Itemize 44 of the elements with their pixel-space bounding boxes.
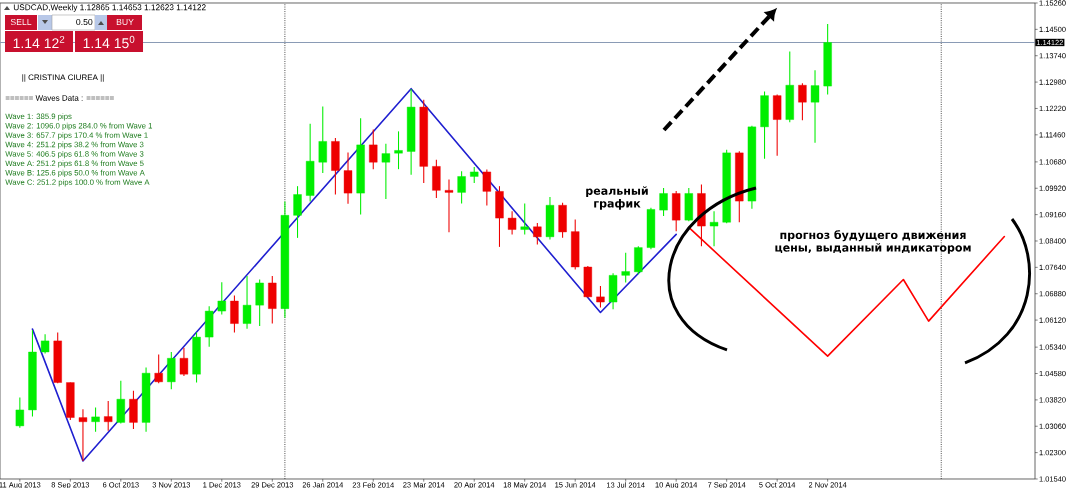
candlestick	[709, 210, 719, 247]
candlestick	[810, 69, 820, 144]
candlestick	[255, 278, 264, 327]
candlestick	[520, 202, 529, 235]
candlestick	[230, 294, 239, 334]
candlestick	[242, 275, 252, 330]
annotation: 0.50	[76, 18, 93, 26]
candlestick	[179, 347, 189, 377]
candlestick	[104, 400, 113, 432]
candlestick	[167, 351, 176, 390]
annotation: ====== Waves Data : ======	[5, 95, 114, 101]
candlestick	[394, 130, 403, 170]
candlestick	[369, 129, 378, 170]
candlestick	[432, 159, 441, 199]
annotation: прогноз будущего движения цены, выданный индикатором	[775, 230, 971, 254]
candlestick	[293, 185, 302, 239]
candlestick	[507, 210, 517, 235]
annotation: 1.14 15$^{0}$	[83, 35, 135, 49]
candlestick	[116, 380, 125, 425]
candlestick	[444, 179, 454, 233]
candlestick	[318, 105, 327, 174]
annotation: BUY	[116, 18, 134, 26]
line-series	[688, 226, 1006, 357]
annotation: реальный график	[586, 186, 648, 210]
candlestick	[91, 406, 100, 433]
annotation: 1.14 12$^{2}$	[13, 35, 65, 49]
candlestick	[78, 408, 88, 462]
candlestick	[659, 187, 668, 217]
candlestick	[798, 82, 807, 121]
candlestick	[772, 94, 782, 157]
candlestick	[621, 252, 630, 284]
candlestick	[381, 143, 391, 200]
annotation: SELL	[10, 18, 32, 26]
candlestick	[343, 151, 353, 205]
annotation: || CRISTINA CIUREA ||	[22, 74, 104, 82]
candlestick	[457, 170, 466, 205]
candlestick	[154, 353, 163, 384]
chart-title: USDCAD,Weekly 1.12865 1.14653 1.12623 1.14122	[13, 4, 206, 12]
candlestick	[129, 390, 138, 430]
candlestick	[217, 281, 226, 316]
candlestick	[482, 168, 492, 207]
candlestick	[596, 285, 605, 309]
candlestick	[533, 222, 542, 245]
candlestick	[15, 396, 25, 429]
